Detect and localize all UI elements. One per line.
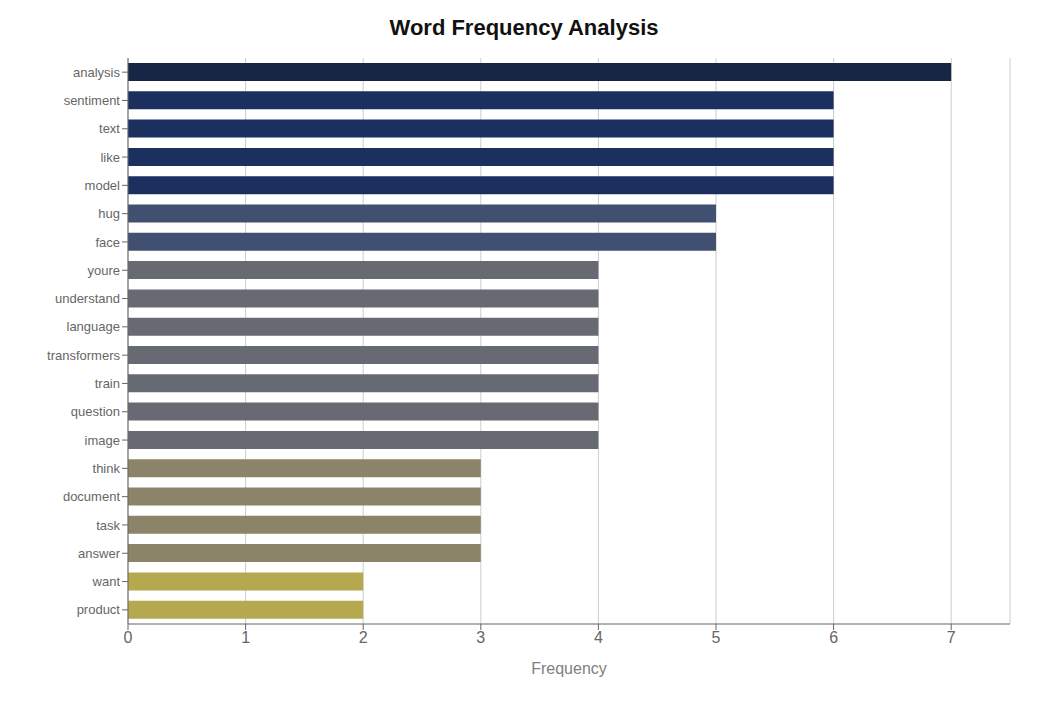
- svg-text:want: want: [92, 574, 121, 589]
- svg-text:4: 4: [594, 629, 603, 646]
- svg-text:6: 6: [829, 629, 838, 646]
- svg-text:analysis: analysis: [73, 65, 120, 80]
- svg-text:task: task: [96, 518, 120, 533]
- svg-text:train: train: [95, 376, 120, 391]
- svg-text:1: 1: [241, 629, 250, 646]
- svg-text:document: document: [63, 489, 120, 504]
- svg-text:7: 7: [947, 629, 956, 646]
- svg-text:question: question: [71, 404, 120, 419]
- svg-text:youre: youre: [87, 263, 120, 278]
- svg-text:answer: answer: [78, 546, 121, 561]
- svg-text:sentiment: sentiment: [64, 93, 121, 108]
- svg-text:language: language: [67, 319, 121, 334]
- svg-text:like: like: [100, 150, 120, 165]
- svg-text:text: text: [99, 121, 120, 136]
- svg-text:5: 5: [712, 629, 721, 646]
- html-text:Word Frequency Analysis: Word Frequency Analysis: [389, 15, 659, 40]
- svg-text:3: 3: [476, 629, 485, 646]
- svg-text:understand: understand: [55, 291, 120, 306]
- svg-text:model: model: [85, 178, 121, 193]
- svg-text:Frequency: Frequency: [531, 660, 607, 677]
- svg-text:product: product: [77, 602, 121, 617]
- svg-text:2: 2: [359, 629, 368, 646]
- svg-text:transformers: transformers: [47, 348, 120, 363]
- svg-text:think: think: [93, 461, 121, 476]
- svg-text:face: face: [95, 235, 120, 250]
- svg-text:0: 0: [124, 629, 133, 646]
- svg-text:image: image: [85, 433, 120, 448]
- svg-text:hug: hug: [98, 206, 120, 221]
